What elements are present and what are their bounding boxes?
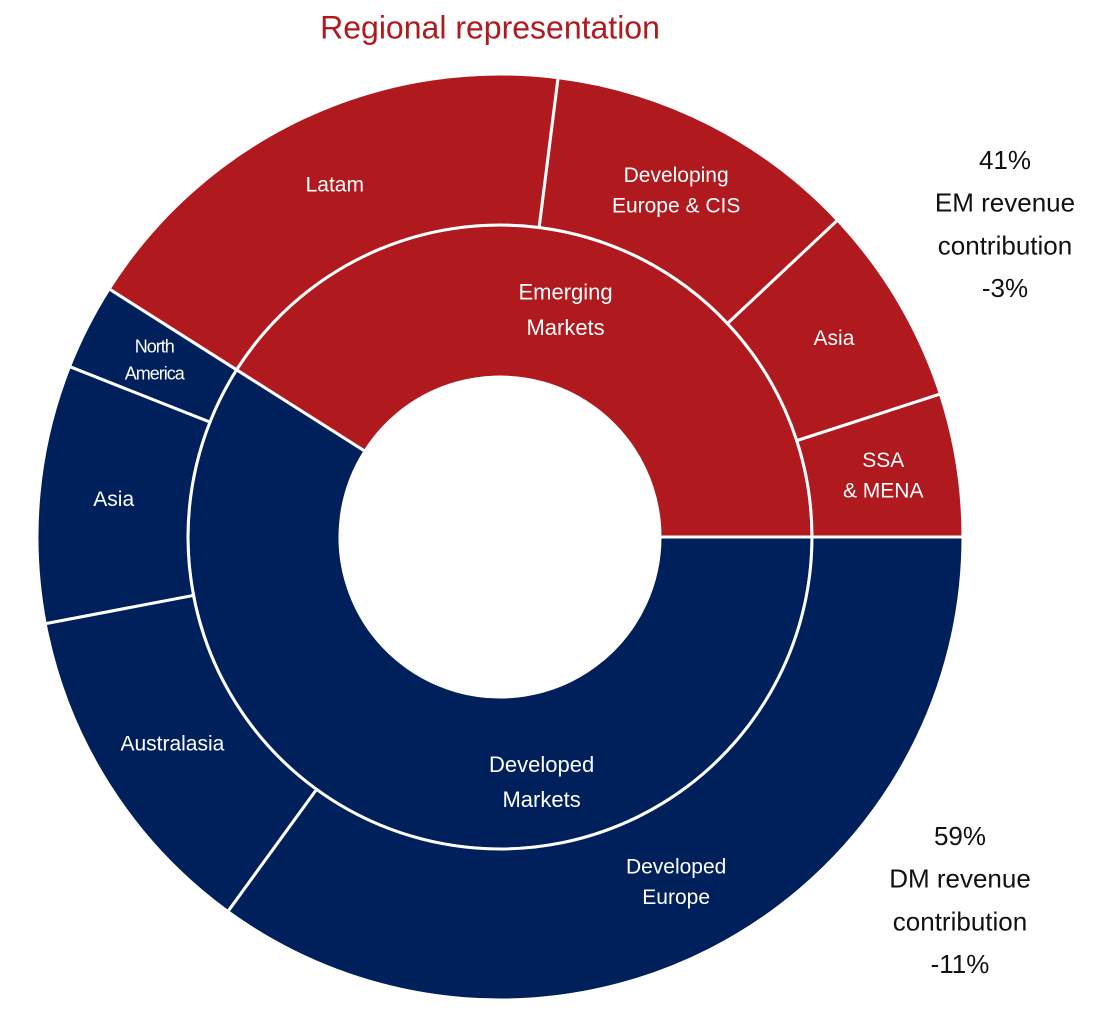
annotation-change: -11% bbox=[931, 949, 990, 979]
outer-label: North America bbox=[125, 336, 186, 383]
annotation-change: -3% bbox=[982, 273, 1028, 303]
inner-label: Developed Markets bbox=[489, 752, 594, 812]
outer-label: Australasia bbox=[120, 732, 224, 755]
annotation-text: EM revenue contribution bbox=[935, 187, 1075, 260]
inner-label: Emerging Markets bbox=[518, 280, 612, 340]
chart-title: Regional representation bbox=[320, 9, 660, 45]
outer-label: Asia bbox=[814, 327, 855, 350]
outer-segment bbox=[107, 72, 560, 372]
outer-label: Developing Europe & CIS bbox=[612, 164, 740, 217]
outer-label: SSA & MENA bbox=[843, 449, 924, 502]
outer-label: Latam bbox=[306, 173, 364, 196]
outer-label: Developed Europe bbox=[626, 855, 726, 908]
annotation-share: 59% bbox=[934, 821, 986, 851]
outer-segment bbox=[225, 535, 965, 1002]
outer-label: Asia bbox=[93, 488, 134, 511]
annotation-text: DM revenue contribution bbox=[889, 863, 1031, 936]
annotation-share: 41% bbox=[979, 145, 1031, 175]
